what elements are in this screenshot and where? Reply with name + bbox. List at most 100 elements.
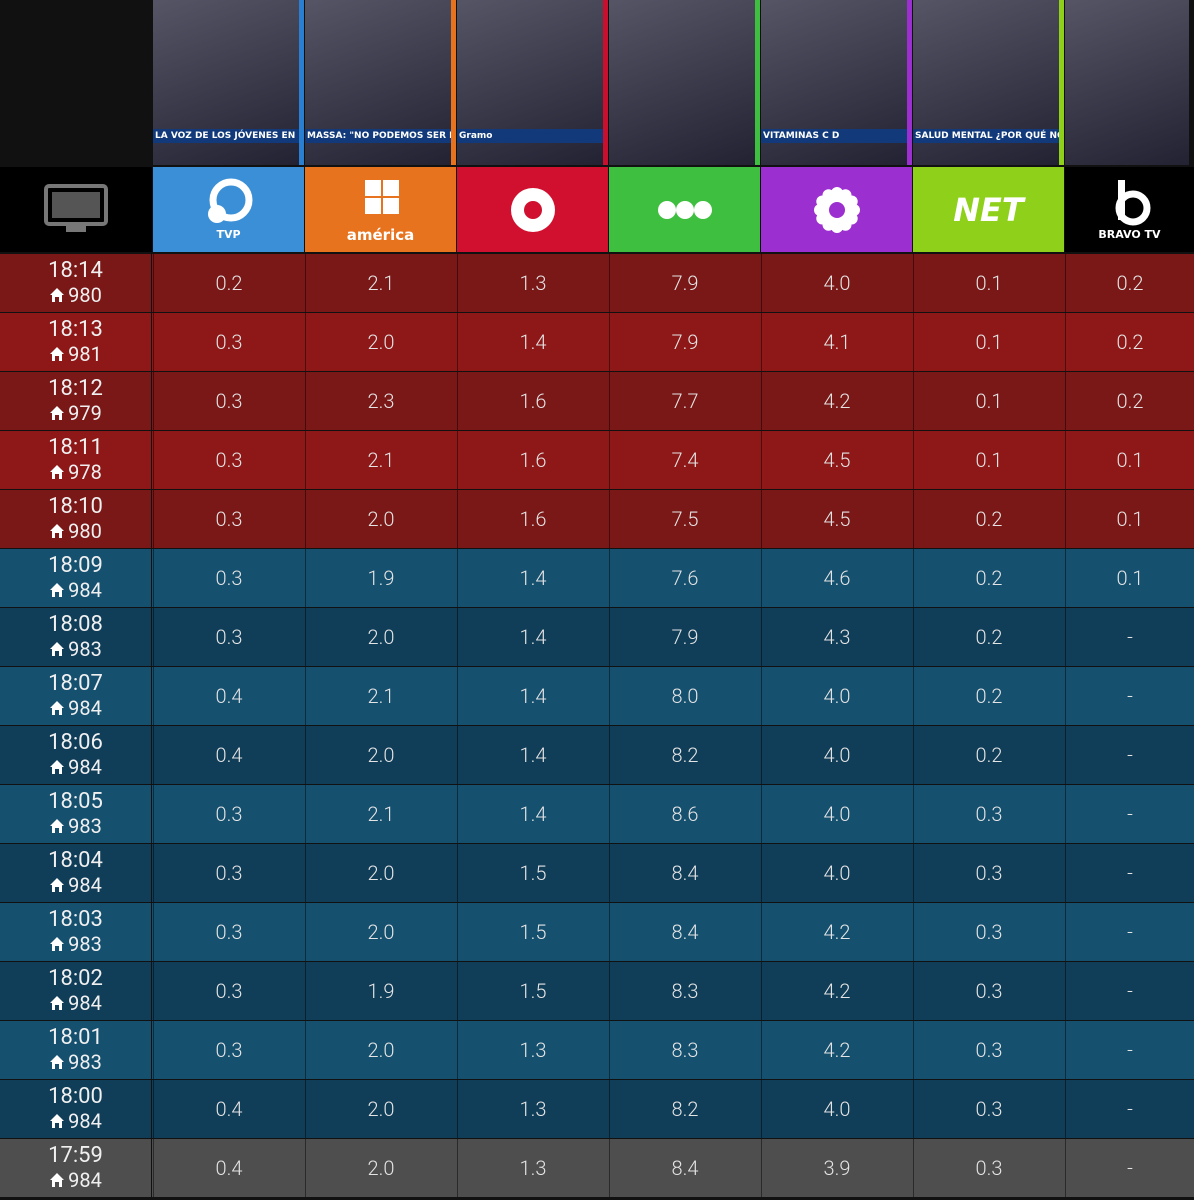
home-icon — [50, 937, 65, 951]
rating-cell: 2.3 — [305, 372, 456, 430]
rating-cell: 1.4 — [457, 313, 608, 371]
rating-cell: 8.4 — [609, 844, 760, 902]
rating-cell: 1.5 — [457, 844, 608, 902]
rating-cell: 0.2 — [153, 254, 304, 312]
thumbnail-caption: LA VOZ DE LOS JÓVENES EN LOS MEDIOS — [153, 129, 299, 143]
rating-cell: 0.3 — [153, 903, 304, 961]
rating-cell: 4.2 — [761, 962, 912, 1020]
time: 18:12 — [48, 376, 103, 401]
thumbnail-caption: Gramo — [457, 129, 603, 143]
home-count: 983 — [68, 814, 102, 838]
rating-cell: - — [1065, 962, 1194, 1020]
rating-cell: 0.3 — [153, 1021, 304, 1079]
rating-cell: 0.1 — [1065, 490, 1194, 548]
rating-cell: - — [1065, 1139, 1194, 1197]
time-cell: 18:13 981 — [0, 313, 152, 371]
home-icon — [50, 583, 65, 597]
rating-cell: 1.9 — [305, 549, 456, 607]
time: 18:06 — [48, 730, 103, 755]
rating-cell: 2.1 — [305, 431, 456, 489]
rating-cell: 2.0 — [305, 490, 456, 548]
logo-icon — [657, 200, 712, 219]
thumbnail — [1065, 0, 1194, 165]
table-row: 18:09 984 0.3 1.9 1.4 7.6 4.6 0.2 0.1 — [0, 549, 1194, 607]
time-cell: 18:09 984 — [0, 549, 152, 607]
homes: 984 — [0, 755, 151, 779]
homes: 984 — [0, 991, 151, 1015]
rating-cell: 1.4 — [457, 785, 608, 843]
home-icon — [50, 406, 65, 420]
rating-cell: 7.4 — [609, 431, 760, 489]
rating-cell: 0.3 — [153, 844, 304, 902]
table-row: 18:03 983 0.3 2.0 1.5 8.4 4.2 0.3- — [0, 903, 1194, 961]
rating-cell: 2.0 — [305, 608, 456, 666]
home-icon — [50, 760, 65, 774]
thumbnail: MASSA: "NO PODEMOS SER REHENES DE CA — [305, 0, 456, 165]
rating-cell: 0.3 — [913, 1021, 1064, 1079]
logo-icon — [1115, 180, 1150, 226]
home-count: 984 — [68, 578, 102, 602]
time: 18:05 — [48, 789, 103, 814]
time: 18:02 — [48, 966, 103, 991]
rating-cell: 2.0 — [305, 1139, 456, 1197]
time-cell: 18:03 983 — [0, 903, 152, 961]
channel-label: BRAVO TV — [1098, 228, 1161, 241]
rating-cell: 2.0 — [305, 903, 456, 961]
homes: 983 — [0, 932, 151, 956]
rating-cell: 0.3 — [913, 962, 1064, 1020]
time: 18:00 — [48, 1084, 103, 1109]
rating-cell: 4.0 — [761, 667, 912, 725]
table-row: 18:12 979 0.3 2.3 1.6 7.7 4.2 0.1 0.2 — [0, 372, 1194, 430]
rating-cell: - — [1065, 726, 1194, 784]
rating-cell: 0.2 — [913, 608, 1064, 666]
table-row: 18:00 984 0.4 2.0 1.3 8.2 4.0 0.3- — [0, 1080, 1194, 1138]
channel-logo: américa — [305, 167, 456, 252]
home-icon — [50, 465, 65, 479]
rating-cell: 8.2 — [609, 1080, 760, 1138]
rating-cell: 8.3 — [609, 1021, 760, 1079]
rating-cell: 1.4 — [457, 549, 608, 607]
homes: 980 — [0, 519, 151, 543]
rating-cell: 0.1 — [1065, 431, 1194, 489]
logo-icon — [813, 186, 860, 233]
channel-logo: NET — [913, 167, 1064, 252]
time-cell: 18:11 978 — [0, 431, 152, 489]
rating-cell: 0.3 — [913, 844, 1064, 902]
time-cell: 18:14 980 — [0, 254, 152, 312]
logo-icon — [364, 179, 399, 214]
table-row: 18:01 983 0.3 2.0 1.3 8.3 4.2 0.3- — [0, 1021, 1194, 1079]
rating-cell: 2.0 — [305, 726, 456, 784]
rating-cell: 4.0 — [761, 726, 912, 784]
rating-cell: 0.2 — [1065, 254, 1194, 312]
rating-cell: - — [1065, 844, 1194, 902]
rating-cell: 0.3 — [153, 608, 304, 666]
home-icon — [50, 288, 65, 302]
rating-cell: 4.0 — [761, 785, 912, 843]
table-row: 18:10 980 0.3 2.0 1.6 7.5 4.5 0.2 0.1 — [0, 490, 1194, 548]
time-cell: 18:08 983 — [0, 608, 152, 666]
home-icon — [50, 1173, 65, 1187]
time: 18:13 — [48, 317, 103, 342]
time: 18:14 — [48, 258, 103, 283]
rating-cell: 0.2 — [913, 667, 1064, 725]
rating-cell: 1.5 — [457, 962, 608, 1020]
rating-cell: 4.2 — [761, 903, 912, 961]
homes: 983 — [0, 814, 151, 838]
rating-cell: 0.2 — [1065, 372, 1194, 430]
home-count: 980 — [68, 283, 102, 307]
home-count: 984 — [68, 1109, 102, 1133]
time-cell: 18:00 984 — [0, 1080, 152, 1138]
time: 18:10 — [48, 494, 103, 519]
rating-cell: 8.6 — [609, 785, 760, 843]
home-count: 983 — [68, 932, 102, 956]
thumbnail: VITAMINAS C D — [761, 0, 912, 165]
thumbnail-caption: SALUD MENTAL ¿POR QUÉ NO ES COSAS — [913, 129, 1059, 143]
table-row: 17:59 984 0.4 2.0 1.3 8.4 3.9 0.3- — [0, 1139, 1194, 1197]
home-icon — [50, 347, 65, 361]
table-row: 18:08 983 0.3 2.0 1.4 7.9 4.3 0.2- — [0, 608, 1194, 666]
home-count: 980 — [68, 519, 102, 543]
time-cell: 18:04 984 — [0, 844, 152, 902]
homes: 984 — [0, 1109, 151, 1133]
rating-cell: 0.4 — [153, 667, 304, 725]
table-row: 18:07 984 0.4 2.1 1.4 8.0 4.0 0.2- — [0, 667, 1194, 725]
